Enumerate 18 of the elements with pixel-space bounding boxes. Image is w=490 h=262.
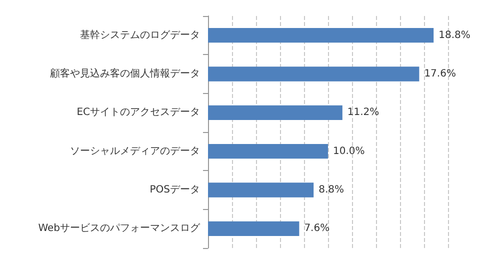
bar	[208, 28, 434, 43]
bar	[208, 105, 342, 120]
y-tick-label: 顧客や見込み客の個人情報データ	[50, 68, 200, 80]
data-label: 18.8%	[438, 30, 470, 41]
bar	[208, 144, 328, 159]
data-label: 8.8%	[318, 184, 344, 196]
y-tick-label: ソーシャルメディアのデータ	[70, 146, 200, 157]
y-tick-label: 基幹システムのログデータ	[80, 28, 200, 41]
bar	[208, 182, 314, 198]
bar	[208, 221, 300, 236]
data-label: 7.6%	[304, 223, 330, 234]
y-tick-label: Webサービスのパフォーマンスログ	[38, 223, 201, 234]
y-tick-label: POSデータ	[150, 184, 200, 196]
data-label: 11.2%	[347, 107, 380, 118]
data-label: 10.0%	[333, 146, 365, 157]
bar	[208, 66, 420, 82]
y-tick-label: ECサイトのアクセスデータ	[76, 107, 200, 118]
data-label: 17.6%	[424, 68, 456, 80]
